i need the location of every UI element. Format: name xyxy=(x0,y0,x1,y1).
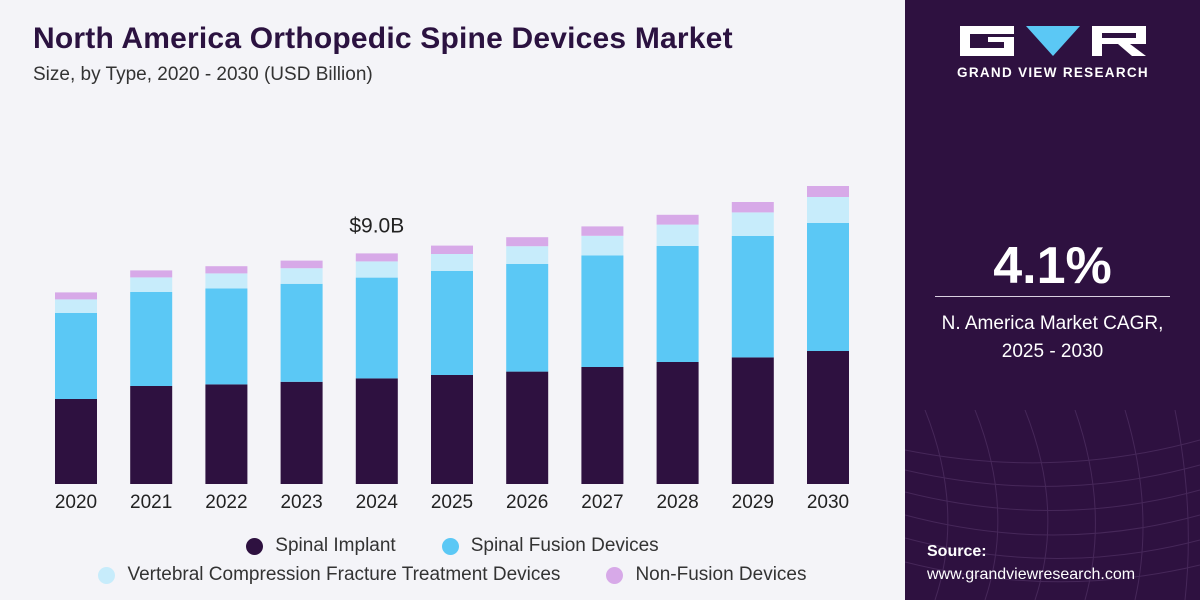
x-tick-label-2025: 2025 xyxy=(431,492,473,513)
bar-segment-non-fusion-devices-2029 xyxy=(731,202,774,213)
bar-segment-vertebral-compression-fracture-treatment-devices-2027 xyxy=(581,235,624,256)
legend-item-vcf: Vertebral Compression Fracture Treatment… xyxy=(98,564,560,586)
x-tick-label-2026: 2026 xyxy=(506,492,548,513)
source-url: www.grandviewresearch.com xyxy=(927,566,1136,583)
bar-segment-vertebral-compression-fracture-treatment-devices-2024 xyxy=(355,261,398,278)
bar-segment-spinal-implant-2028 xyxy=(656,362,699,484)
legend-item-non-fusion: Non-Fusion Devices xyxy=(606,564,807,586)
bar-segment-non-fusion-devices-2022 xyxy=(205,266,248,274)
legend-label: Spinal Implant xyxy=(275,535,396,556)
bar-segment-non-fusion-devices-2030 xyxy=(807,186,849,197)
legend-label: Non-Fusion Devices xyxy=(635,564,807,585)
x-tick-label-2021: 2021 xyxy=(130,492,172,513)
bar-segment-non-fusion-devices-2024 xyxy=(355,253,398,262)
bar-segment-spinal-fusion-devices-2022 xyxy=(205,288,248,385)
logo-text: GRAND VIEW RESEARCH xyxy=(957,65,1149,80)
bar-segment-non-fusion-devices-2023 xyxy=(280,260,323,269)
bar-segment-non-fusion-devices-2026 xyxy=(506,237,549,247)
x-tick-label-2030: 2030 xyxy=(807,492,849,513)
bar-segment-spinal-implant-2027 xyxy=(581,367,624,484)
bar-segment-vertebral-compression-fracture-treatment-devices-2022 xyxy=(205,273,248,289)
legend-swatch-vcf xyxy=(98,566,116,584)
gvr-logo-mark xyxy=(943,24,1163,58)
bar-segment-vertebral-compression-fracture-treatment-devices-2020 xyxy=(55,299,97,313)
data-label-2024: $9.0B xyxy=(349,214,404,237)
divider xyxy=(935,296,1170,297)
bar-segment-spinal-implant-2029 xyxy=(731,357,774,484)
bar-segment-spinal-fusion-devices-2029 xyxy=(731,236,774,358)
bar-segment-vertebral-compression-fracture-treatment-devices-2021 xyxy=(130,277,173,292)
bar-segment-spinal-fusion-devices-2026 xyxy=(506,264,549,372)
bar-segment-non-fusion-devices-2025 xyxy=(431,245,473,254)
bar-segment-vertebral-compression-fracture-treatment-devices-2030 xyxy=(807,197,849,223)
sidebar-panel: GRAND VIEW RESEARCH 4.1% N. America Mark… xyxy=(905,0,1200,600)
bar-segment-spinal-fusion-devices-2027 xyxy=(581,255,624,367)
legend-row-2: Vertebral Compression Fracture Treatment… xyxy=(0,564,905,586)
legend-item-spinal-fusion: Spinal Fusion Devices xyxy=(441,535,659,557)
chart-subtitle: Size, by Type, 2020 - 2030 (USD Billion) xyxy=(33,64,373,85)
bar-segment-non-fusion-devices-2028 xyxy=(656,214,699,225)
bar-segment-vertebral-compression-fracture-treatment-devices-2029 xyxy=(731,212,774,236)
x-tick-label-2023: 2023 xyxy=(280,492,322,513)
bar-segment-spinal-implant-2021 xyxy=(130,386,173,484)
bar-segment-spinal-implant-2025 xyxy=(431,375,473,484)
bar-segment-spinal-fusion-devices-2030 xyxy=(807,223,849,351)
bar-segment-spinal-fusion-devices-2025 xyxy=(431,271,473,375)
bar-segment-spinal-implant-2024 xyxy=(355,378,398,484)
legend-row-1: Spinal Implant Spinal Fusion Devices xyxy=(0,535,905,557)
bar-segment-non-fusion-devices-2021 xyxy=(130,270,173,278)
x-tick-label-2029: 2029 xyxy=(732,492,774,513)
legend-item-spinal-implant: Spinal Implant xyxy=(246,535,396,557)
bar-segment-spinal-implant-2020 xyxy=(55,399,97,484)
legend-label: Vertebral Compression Fracture Treatment… xyxy=(127,564,561,585)
bar-segment-spinal-fusion-devices-2028 xyxy=(656,246,699,362)
chart-title: North America Orthopedic Spine Devices M… xyxy=(33,22,733,55)
cagr-label-line1: N. America Market CAGR, xyxy=(941,313,1164,334)
x-tick-label-2027: 2027 xyxy=(581,492,623,513)
bar-segment-spinal-fusion-devices-2024 xyxy=(355,277,398,379)
chart-panel: North America Orthopedic Spine Devices M… xyxy=(0,0,905,600)
bar-segment-vertebral-compression-fracture-treatment-devices-2023 xyxy=(280,268,323,284)
x-tick-label-2028: 2028 xyxy=(656,492,698,513)
bar-segment-spinal-fusion-devices-2020 xyxy=(55,313,97,399)
cagr-label-line2: 2025 - 2030 xyxy=(1001,341,1104,362)
bar-segment-spinal-implant-2030 xyxy=(807,351,849,484)
legend-label: Spinal Fusion Devices xyxy=(470,535,659,556)
bar-segment-non-fusion-devices-2027 xyxy=(581,226,624,236)
cagr-label: N. America Market CAGR, 2025 - 2030 xyxy=(905,310,1200,366)
grand-view-research-logo: GRAND VIEW RESEARCH xyxy=(943,24,1163,80)
legend-swatch-non-fusion xyxy=(606,566,624,584)
legend-swatch-spinal-fusion xyxy=(441,537,459,555)
cagr-value: 4.1% xyxy=(993,237,1112,295)
legend-swatch-spinal-implant xyxy=(246,537,264,555)
bar-segment-spinal-implant-2026 xyxy=(506,371,549,484)
bar-segment-vertebral-compression-fracture-treatment-devices-2026 xyxy=(506,246,549,264)
bar-segment-non-fusion-devices-2020 xyxy=(55,292,97,300)
bar-segment-spinal-fusion-devices-2023 xyxy=(280,283,323,382)
source-title: Source: xyxy=(927,543,987,560)
x-tick-label-2020: 2020 xyxy=(55,492,97,513)
bar-segment-spinal-implant-2023 xyxy=(280,381,323,484)
bar-segment-vertebral-compression-fracture-treatment-devices-2028 xyxy=(656,224,699,246)
bar-segment-spinal-implant-2022 xyxy=(205,384,248,484)
x-tick-label-2024: 2024 xyxy=(356,492,399,513)
x-tick-label-2022: 2022 xyxy=(205,492,247,513)
decorative-mesh-graphic xyxy=(905,410,1200,600)
stacked-bar-chart: 2020 2021 2022 2023 2024 $9.0B 2025 2026 2027 202… xyxy=(55,186,849,513)
bar-segment-spinal-fusion-devices-2021 xyxy=(130,292,173,386)
bar-segment-vertebral-compression-fracture-treatment-devices-2025 xyxy=(431,254,473,271)
